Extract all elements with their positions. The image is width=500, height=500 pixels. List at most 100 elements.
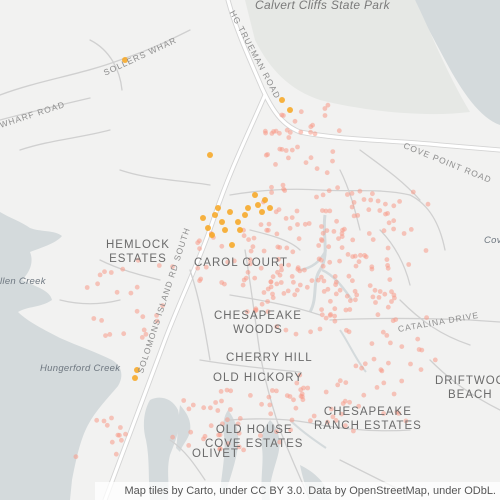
density-point <box>298 109 304 115</box>
density-point <box>114 289 120 295</box>
density-point <box>336 128 342 134</box>
density-point <box>97 272 103 278</box>
density-point <box>343 307 349 313</box>
density-point <box>321 278 327 284</box>
density-point <box>320 192 326 198</box>
density-point <box>362 361 368 367</box>
density-point <box>317 326 323 332</box>
density-point <box>170 264 175 269</box>
density-point <box>384 257 390 262</box>
water-label-hungerford-creek: Hungerford Creek <box>40 363 121 374</box>
density-point <box>227 209 233 215</box>
density-point <box>237 416 243 421</box>
density-point <box>259 301 265 307</box>
density-point <box>103 333 108 338</box>
density-point <box>424 315 429 320</box>
density-point <box>312 131 318 137</box>
density-point <box>99 318 104 323</box>
density-point <box>373 300 378 305</box>
density-point <box>139 335 145 340</box>
density-point <box>328 312 333 317</box>
density-point <box>198 276 204 282</box>
density-point <box>301 385 306 391</box>
density-point <box>381 228 387 234</box>
density-point <box>286 155 291 161</box>
density-point <box>345 192 350 197</box>
density-point <box>274 324 280 330</box>
density-point <box>376 295 382 300</box>
density-point <box>258 433 263 438</box>
density-point <box>302 267 307 273</box>
density-point <box>309 278 315 283</box>
density-point <box>357 188 363 194</box>
density-point <box>143 331 149 337</box>
density-point <box>236 444 242 450</box>
density-point <box>425 201 431 207</box>
density-point <box>278 280 284 285</box>
density-point <box>197 238 202 244</box>
density-point <box>327 208 333 214</box>
density-point <box>268 411 274 417</box>
density-point <box>294 287 300 293</box>
density-point <box>235 219 241 225</box>
density-point <box>262 128 268 134</box>
density-point <box>242 212 248 218</box>
density-point <box>222 227 228 233</box>
density-point <box>336 236 341 242</box>
density-point <box>141 327 147 333</box>
density-point <box>293 331 299 337</box>
density-point <box>195 265 201 271</box>
density-point <box>325 102 331 108</box>
density-point <box>154 313 160 318</box>
density-point <box>333 291 339 297</box>
density-point <box>84 285 90 290</box>
density-point <box>379 368 385 374</box>
density-point <box>380 329 386 335</box>
density-point <box>222 281 227 287</box>
density-point <box>418 367 424 372</box>
density-point <box>387 277 393 282</box>
density-point <box>388 340 393 346</box>
density-point <box>269 190 274 195</box>
density-point <box>339 245 345 251</box>
density-point <box>353 297 358 303</box>
density-point <box>355 213 361 218</box>
river-water <box>0 212 122 500</box>
density-point <box>397 199 402 204</box>
density-point <box>346 329 352 335</box>
density-point <box>219 398 224 404</box>
place-label-old-hickory: OLD HICKORY <box>213 372 304 384</box>
density-point <box>113 451 119 457</box>
density-point <box>285 288 291 294</box>
density-point <box>296 236 302 242</box>
density-point <box>342 423 348 428</box>
density-point <box>367 283 373 288</box>
density-point <box>381 411 386 416</box>
density-point <box>258 265 264 271</box>
density-point <box>321 289 327 294</box>
density-point <box>385 304 391 310</box>
density-point <box>324 228 330 234</box>
density-point <box>231 258 237 264</box>
density-point <box>325 419 330 425</box>
density-point <box>369 266 375 272</box>
density-point <box>274 388 279 394</box>
density-point <box>284 245 290 251</box>
density-point <box>237 227 243 233</box>
density-point <box>287 225 293 231</box>
density-point <box>308 329 313 335</box>
density-point <box>277 146 283 152</box>
density-point <box>104 422 110 428</box>
place-label-chesapeake-ranch: CHESAPEAKE RANCH ESTATES <box>314 406 422 432</box>
density-point <box>408 361 413 367</box>
density-point <box>415 336 421 342</box>
density-point <box>217 446 223 452</box>
density-point <box>294 380 300 386</box>
density-point <box>353 263 359 269</box>
density-point <box>315 277 321 283</box>
density-point <box>385 245 391 251</box>
density-point <box>366 207 372 213</box>
density-point <box>241 277 247 283</box>
density-point <box>281 291 287 296</box>
